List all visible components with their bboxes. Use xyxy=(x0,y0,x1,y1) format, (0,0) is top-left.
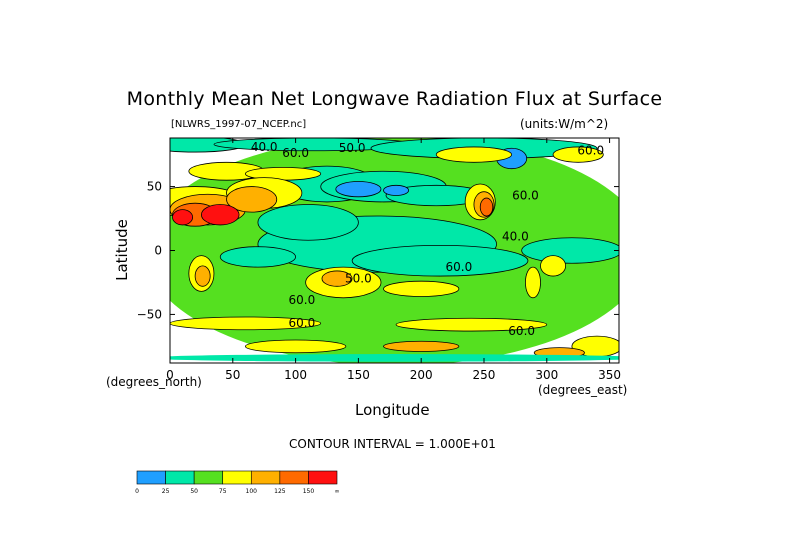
colorbar-level-label: 75 xyxy=(219,488,227,495)
contour-label: 60.0 xyxy=(282,146,309,160)
x-tick-label: 200 xyxy=(410,368,433,382)
x-tick-label: 100 xyxy=(284,368,307,382)
colorbar-level-label: 0 xyxy=(135,488,139,495)
heatmap-region-25 xyxy=(172,209,194,226)
heatmap-region-11 xyxy=(219,246,296,268)
colorbar-level-label: 25 xyxy=(162,488,170,495)
x-axis-label: Longitude xyxy=(355,401,430,419)
heatmap-region-36 xyxy=(170,316,322,331)
contour-interval-note: CONTOUR INTERVAL = 1.000E+01 xyxy=(289,437,496,451)
colorbar-swatch xyxy=(250,470,281,485)
heatmap-region-40 xyxy=(383,340,460,352)
heatmap-region-22 xyxy=(226,186,278,213)
x-tick-label: 250 xyxy=(473,368,496,382)
dataset-filename: [NLWRS_1997-07_NCEP.nc] xyxy=(171,119,307,130)
colorbar-swatch xyxy=(279,470,309,485)
contour-label: 60.0 xyxy=(508,324,535,338)
heatmap-region-12 xyxy=(335,181,382,198)
contour-label: 40.0 xyxy=(251,140,278,154)
heatmap-region-33 xyxy=(383,280,460,297)
heatmap-region-28 xyxy=(479,197,494,217)
contour-label: 50.0 xyxy=(339,141,366,155)
x-tick-label: 0 xyxy=(166,368,174,382)
heatmap-region-32 xyxy=(321,270,353,287)
contour-label: 60.0 xyxy=(446,260,473,274)
colorbar-level-label: 100 xyxy=(246,488,258,495)
x-tick-label: 300 xyxy=(535,368,558,382)
heatmap-region-39 xyxy=(244,339,347,354)
heatmap-region-9 xyxy=(351,244,529,277)
y-axis-units: (degrees_north) xyxy=(106,375,202,389)
colorbar-level-label: ∞ xyxy=(335,488,340,495)
colorbar-swatch xyxy=(193,470,224,485)
y-tick-label: 50 xyxy=(147,180,162,194)
y-tick-label: 0 xyxy=(154,244,162,258)
colorbar-swatch xyxy=(308,470,338,485)
y-tick-label: −50 xyxy=(137,307,162,321)
x-tick-label: 50 xyxy=(225,368,240,382)
heatmap-region-37 xyxy=(395,317,548,332)
contour-label: 50.0 xyxy=(345,271,372,285)
heatmap-region-35 xyxy=(540,255,567,277)
heatmap-region-24 xyxy=(200,204,240,226)
colorbar: 0 25 50 75 100 125 150 ∞ xyxy=(135,470,340,495)
heatmap-region-10 xyxy=(521,237,619,264)
colorbar-swatch xyxy=(136,470,166,485)
heatmap-region-18 xyxy=(552,146,604,163)
contour-labels: 40.0 60.0 50.0 60.0 60.0 40.0 60.0 50.0 60.0 60.0… xyxy=(251,140,604,338)
x-tick-label: 350 xyxy=(598,368,621,382)
colorbar-swatch xyxy=(222,470,252,485)
heatmap-fill xyxy=(170,138,619,363)
contour-label: 60.0 xyxy=(289,316,316,330)
chart-title: Monthly Mean Net Longwave Radiation Flux… xyxy=(126,88,663,110)
x-axis-units: (degrees_east) xyxy=(538,383,628,397)
contour-label: 60.0 xyxy=(289,293,316,307)
colorbar-level-label: 125 xyxy=(274,488,286,495)
heatmap-region-13 xyxy=(383,184,410,196)
colorbar-level-label: 50 xyxy=(190,488,198,495)
contour-label: 40.0 xyxy=(502,229,529,243)
heatmap-region-42 xyxy=(170,354,619,362)
colorbar-swatch xyxy=(165,470,195,485)
contour-label: 60.0 xyxy=(577,144,604,158)
heatmap-region-17 xyxy=(435,146,513,163)
x-tick-label: 150 xyxy=(347,368,370,382)
axis-ticks: 0 50 100 150 200 250 300 350 50 0 −50 xyxy=(137,138,621,382)
colorbar-level-label: 150 xyxy=(303,488,315,495)
heatmap-region-8 xyxy=(257,204,359,241)
heatmap-region-30 xyxy=(194,265,211,287)
units-label: (units:W/m^2) xyxy=(520,117,609,131)
contour-label: 60.0 xyxy=(512,188,539,202)
heatmap-region-34 xyxy=(525,266,541,299)
